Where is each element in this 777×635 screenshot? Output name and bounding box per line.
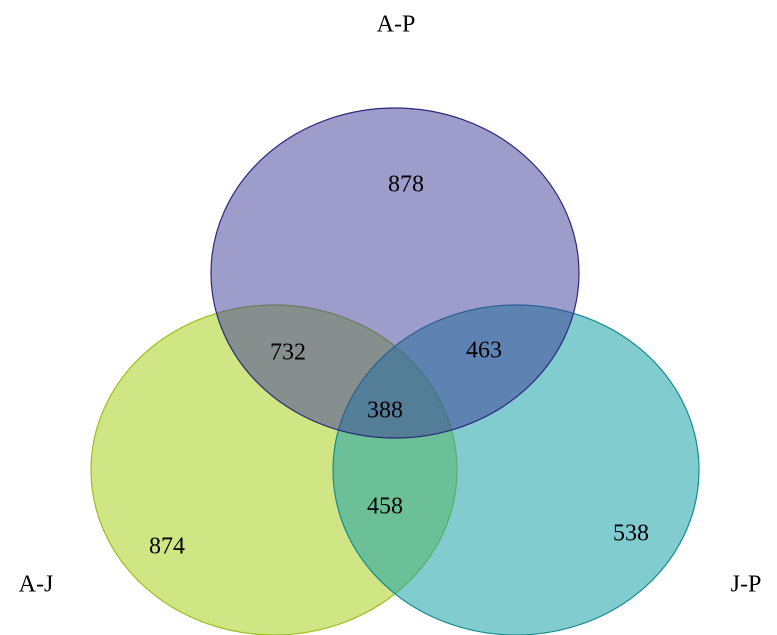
set-circle-a-p	[210, 107, 580, 439]
set-label-j-p: J-P	[731, 572, 762, 598]
region-j-p-only: 538	[613, 521, 649, 547]
set-label-a-j: A-J	[19, 572, 54, 598]
region-a-p-only: 878	[388, 172, 424, 198]
region-a-p-and-a-j: 732	[270, 340, 306, 366]
set-label-a-p: A-P	[377, 12, 416, 38]
region-a-p-and-j-p: 463	[466, 338, 502, 364]
region-a-j-and-j-p: 458	[367, 494, 403, 520]
region-a-j-only: 874	[149, 534, 185, 560]
region-all-three: 388	[367, 398, 403, 424]
